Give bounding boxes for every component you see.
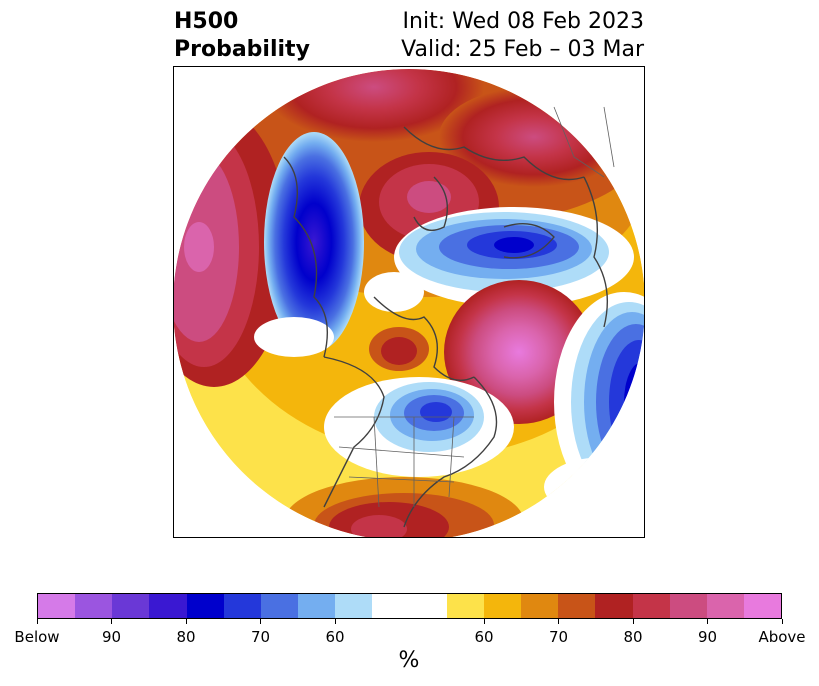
colorbar-segment	[149, 594, 187, 618]
colorbar-tick-label: Above	[758, 628, 806, 646]
colorbar-tick-label: 80	[623, 628, 643, 646]
colorbar-segment	[75, 594, 113, 618]
colorbar-tick-mark	[781, 619, 783, 624]
colorbar-tick-label: 90	[697, 628, 718, 646]
colorbar-segment	[298, 594, 336, 618]
colorbar-tick-mark	[632, 619, 634, 624]
colorbar-tick-mark	[558, 619, 559, 624]
colorbar-tick-mark	[483, 619, 485, 624]
init-date: Init: Wed 08 Feb 2023	[402, 9, 644, 34]
map-panel	[173, 66, 645, 538]
colorbar-tick-label: 80	[176, 628, 196, 646]
colorbar-segment	[409, 594, 447, 618]
colorbar-tick-mark	[185, 619, 187, 624]
forecast-dates: Init: Wed 08 Feb 2023 Valid: 25 Feb – 03…	[401, 8, 644, 64]
colorbar-tick-mark	[111, 619, 112, 624]
colorbar-segment	[632, 594, 670, 618]
colorbar-segment	[260, 594, 299, 618]
colorbar-segment	[223, 594, 261, 618]
colorbar-segment	[186, 594, 224, 618]
colorbar-tick-mark	[260, 619, 261, 624]
colorbar-segment	[372, 594, 410, 618]
colorbar-tick-label: 90	[101, 628, 122, 646]
colorbar-tick-mark	[36, 619, 38, 624]
colorbar-segment	[743, 594, 782, 618]
title-line-probability: Probability	[174, 37, 310, 62]
borders	[334, 106, 615, 508]
probability-field	[174, 69, 644, 537]
colorbar-segment	[521, 594, 559, 618]
colorbar-segment	[706, 594, 744, 618]
colorbar-tick-mark	[334, 619, 336, 624]
title-line-h500: H500	[174, 9, 239, 34]
colorbar	[37, 593, 782, 619]
colorbar-segment	[483, 594, 522, 618]
colorbar-unit-label: %	[398, 648, 420, 673]
colorbar-segment	[112, 594, 150, 618]
colorbar-segment	[446, 594, 484, 618]
colorbar-segment	[595, 594, 633, 618]
colorbar-tick-label: Below	[14, 628, 60, 646]
colorbar-segment	[669, 594, 707, 618]
colorbar-segment	[38, 594, 76, 618]
colorbar-tick-label: 60	[474, 628, 494, 646]
colorbar-segment	[335, 594, 373, 618]
probability-map	[174, 67, 644, 537]
colorbar-tick-label: 60	[325, 628, 345, 646]
colorbar-tick-label: 70	[548, 628, 569, 646]
colorbar-tick-label: 70	[250, 628, 271, 646]
valid-range: Valid: 25 Feb – 03 Mar	[401, 37, 644, 62]
colorbar-segment	[558, 594, 596, 618]
chart-title: H500 Probability	[174, 8, 310, 64]
colorbar-tick-mark	[707, 619, 708, 624]
coastlines	[283, 126, 609, 528]
